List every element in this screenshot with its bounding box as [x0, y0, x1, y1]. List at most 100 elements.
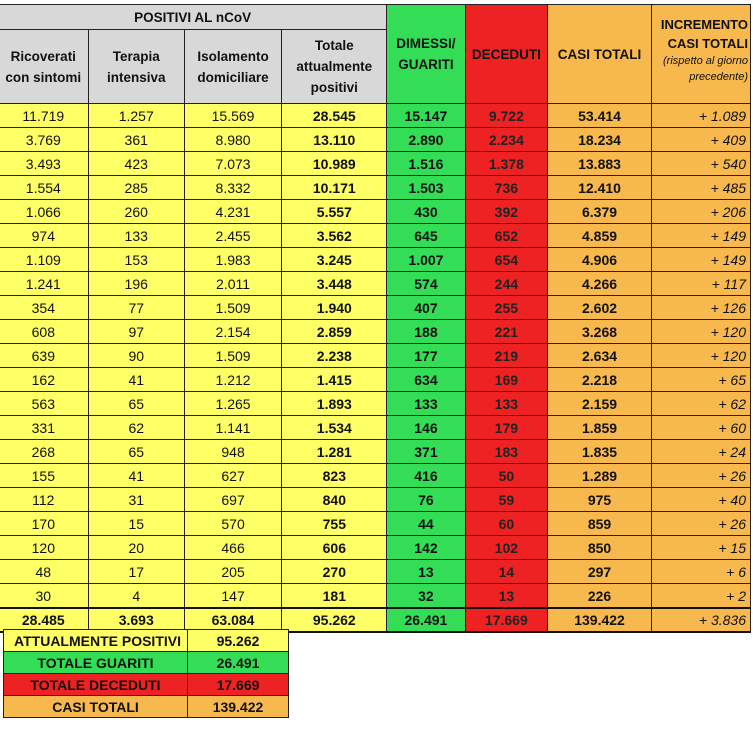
table-cell: 62: [87, 415, 185, 440]
summary-table: ATTUALMENTE POSITIVI 95.262 TOTALE GUARITI…: [3, 629, 289, 718]
table-cell: 2.859: [281, 319, 388, 344]
table-row: 1.241 196 2.011 3.448 574 244 4.266 + 117: [0, 271, 752, 296]
table-cell: 4.906: [547, 247, 652, 272]
table-cell: 466: [183, 535, 283, 560]
table-cell: 974: [0, 223, 89, 248]
table-cell: 2.602: [547, 295, 652, 320]
table-cell: 260: [87, 199, 185, 224]
table-cell: 8.980: [183, 127, 283, 152]
header-deceduti: DECEDUTI: [464, 4, 549, 104]
table-cell: + 409: [650, 127, 752, 152]
table-cell: + 126: [650, 295, 752, 320]
table-cell: 133: [464, 391, 549, 416]
table-cell: 120: [0, 535, 89, 560]
table-cell: 823: [281, 463, 388, 488]
table-cell: 170: [0, 511, 89, 536]
table-cell: 2.455: [183, 223, 283, 248]
table-cell: 146: [386, 415, 466, 440]
table-cell: 65: [87, 391, 185, 416]
table-cell: 133: [386, 391, 466, 416]
table-cell: 975: [547, 487, 652, 512]
data-table: POSITIVI AL nCoV DIMESSI/ GUARITI DECEDU…: [0, 4, 752, 633]
table-cell: 1.141: [183, 415, 283, 440]
table-cell: 4: [87, 583, 185, 609]
table-cell: 2.154: [183, 319, 283, 344]
table-cell: 1.516: [386, 151, 466, 176]
table-cell: 112: [0, 487, 89, 512]
table-cell: 1.859: [547, 415, 652, 440]
table-cell: 1.503: [386, 175, 466, 200]
table-cell: 1.893: [281, 391, 388, 416]
table-cell: 10.989: [281, 151, 388, 176]
table-cell: 697: [183, 487, 283, 512]
header-isolamento: Isolamento domiciliare: [183, 29, 283, 104]
table-cell: + 149: [650, 223, 752, 248]
table-cell: 736: [464, 175, 549, 200]
table-cell: 840: [281, 487, 388, 512]
table-cell: 1.212: [183, 367, 283, 392]
table-cell: 5.557: [281, 199, 388, 224]
table-cell: 181: [281, 583, 388, 609]
table-cell: 570: [183, 511, 283, 536]
table-cell: 1.241: [0, 271, 89, 296]
total-cell: 28.485: [0, 607, 89, 633]
table-cell: + 206: [650, 199, 752, 224]
table-cell: 13.110: [281, 127, 388, 152]
table-cell: 3.245: [281, 247, 388, 272]
table-cell: 15.569: [183, 103, 283, 128]
table-cell: 90: [87, 343, 185, 368]
table-cell: 606: [281, 535, 388, 560]
table-cell: + 117: [650, 271, 752, 296]
header-dimessi: DIMESSI/ GUARITI: [386, 4, 466, 104]
table-row: 1.066 260 4.231 5.557 430 392 6.379 + 206: [0, 199, 752, 224]
table-cell: 2.218: [547, 367, 652, 392]
table-row: 162 41 1.212 1.415 634 169 2.218 + 65: [0, 367, 752, 392]
table-cell: 392: [464, 199, 549, 224]
table-row: 639 90 1.509 2.238 177 219 2.634 + 120: [0, 343, 752, 368]
summary-row: CASI TOTALI 139.422: [3, 695, 289, 718]
table-cell: 1.289: [547, 463, 652, 488]
table-cell: 407: [386, 295, 466, 320]
table-cell: 169: [464, 367, 549, 392]
table-cell: + 62: [650, 391, 752, 416]
table-cell: 60: [464, 511, 549, 536]
table-cell: + 60: [650, 415, 752, 440]
table-cell: + 24: [650, 439, 752, 464]
header-totale: Totale attualmente positivi: [281, 29, 388, 104]
table-cell: 97: [87, 319, 185, 344]
table-cell: 1.983: [183, 247, 283, 272]
table-row: 974 133 2.455 3.562 645 652 4.859 + 149: [0, 223, 752, 248]
table-row: 268 65 948 1.281 371 183 1.835 + 24: [0, 439, 752, 464]
table-cell: 221: [464, 319, 549, 344]
table-cell: 948: [183, 439, 283, 464]
summary-value: 95.262: [187, 629, 289, 652]
table-row: 1.109 153 1.983 3.245 1.007 654 4.906 + 149: [0, 247, 752, 272]
table-cell: 53.414: [547, 103, 652, 128]
header-ricoverati: Ricoverati con sintomi: [0, 29, 89, 104]
table-cell: + 120: [650, 343, 752, 368]
table-cell: 244: [464, 271, 549, 296]
table-cell: 76: [386, 487, 466, 512]
table-cell: 634: [386, 367, 466, 392]
table-cell: 4.859: [547, 223, 652, 248]
table-cell: 1.534: [281, 415, 388, 440]
table-cell: + 1.089: [650, 103, 752, 128]
total-cell: 17.669: [464, 607, 549, 633]
table-cell: 155: [0, 463, 89, 488]
table-row: 563 65 1.265 1.893 133 133 2.159 + 62: [0, 391, 752, 416]
table-cell: 2.890: [386, 127, 466, 152]
table-cell: 3.268: [547, 319, 652, 344]
table-row: 608 97 2.154 2.859 188 221 3.268 + 120: [0, 319, 752, 344]
table-cell: 850: [547, 535, 652, 560]
table-row: 170 15 570 755 44 60 859 + 26: [0, 511, 752, 536]
table-cell: 41: [87, 367, 185, 392]
table-cell: 1.415: [281, 367, 388, 392]
table-cell: 1.007: [386, 247, 466, 272]
summary-value: 17.669: [187, 673, 289, 696]
table-cell: 30: [0, 583, 89, 609]
summary-label: CASI TOTALI: [3, 695, 188, 718]
table-cell: + 120: [650, 319, 752, 344]
table-cell: 4.231: [183, 199, 283, 224]
total-cell: 95.262: [281, 607, 388, 633]
table-cell: 331: [0, 415, 89, 440]
